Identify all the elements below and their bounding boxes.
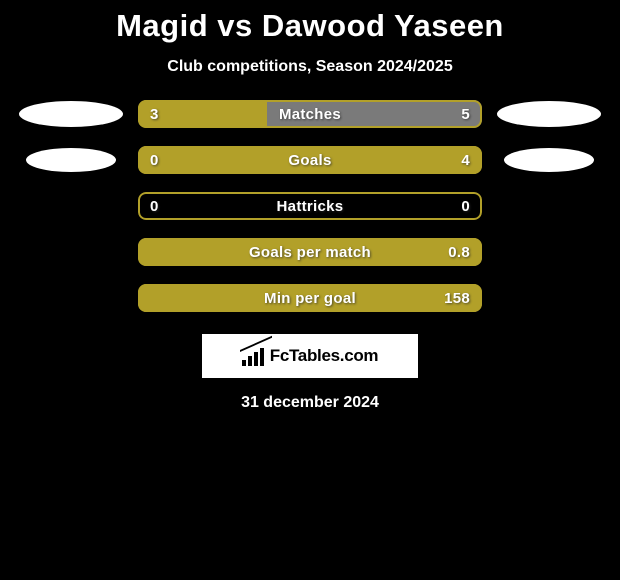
left-badge-slot [16,284,126,312]
right-badge-slot [494,146,604,174]
stat-label: Goals [138,146,482,174]
subtitle: Club competitions, Season 2024/2025 [0,58,620,76]
left-badge-slot [16,100,126,128]
left-badge-slot [16,238,126,266]
comparison-card: Magid vs Dawood Yaseen Club competitions… [0,0,620,412]
stat-row: 35Matches [0,100,620,128]
left-badge-slot [16,192,126,220]
right-badge-slot [494,284,604,312]
chart-icon [242,346,264,366]
stat-bar: 35Matches [138,100,482,128]
date-label: 31 december 2024 [0,394,620,412]
stat-bar: 158Min per goal [138,284,482,312]
watermark-text: FcTables.com [270,346,379,366]
stat-row: 0.8Goals per match [0,238,620,266]
club-badge-left [26,148,116,172]
stat-label: Min per goal [138,284,482,312]
bars-container: 35Matches 04Goals 00Hattricks 0.8Goals per … [0,100,620,312]
right-badge-slot [494,192,604,220]
stat-label: Hattricks [138,192,482,220]
player2-name: Dawood Yaseen [262,8,504,43]
page-title: Magid vs Dawood Yaseen [0,8,620,44]
stat-bar: 00Hattricks [138,192,482,220]
right-badge-slot [494,100,604,128]
stat-label: Matches [138,100,482,128]
left-badge-slot [16,146,126,174]
watermark: FcTables.com [202,334,418,378]
stat-bar: 04Goals [138,146,482,174]
club-badge-right [497,101,601,127]
stat-row: 158Min per goal [0,284,620,312]
stat-row: 00Hattricks [0,192,620,220]
vs-label: vs [217,8,252,43]
right-badge-slot [494,238,604,266]
stat-label: Goals per match [138,238,482,266]
stat-row: 04Goals [0,146,620,174]
stat-bar: 0.8Goals per match [138,238,482,266]
club-badge-left [19,101,123,127]
player1-name: Magid [116,8,208,43]
club-badge-right [504,148,594,172]
